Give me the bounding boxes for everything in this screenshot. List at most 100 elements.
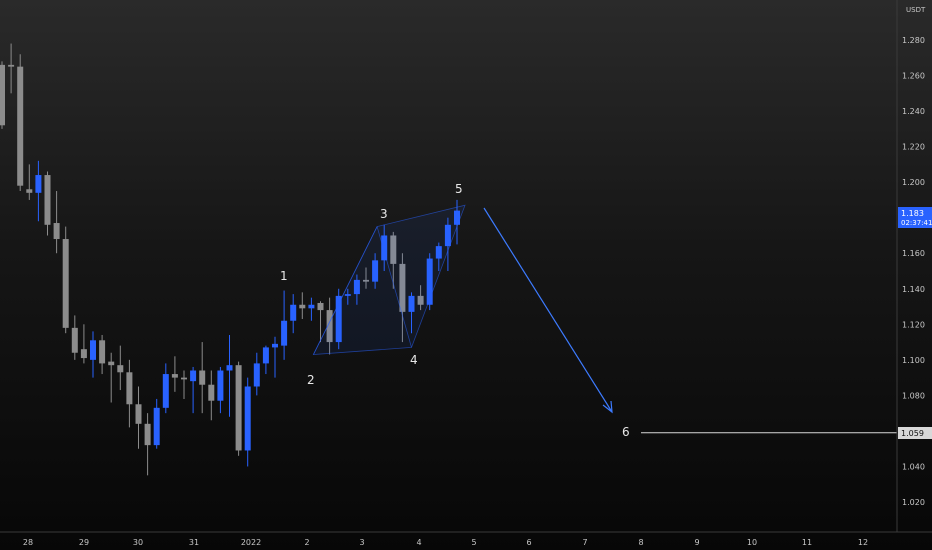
y-tick-label: 1.240 <box>902 107 925 116</box>
level-price-badge: 1.059 <box>898 427 932 439</box>
candle-body <box>144 423 151 446</box>
candle-body <box>162 374 169 408</box>
x-tick-label: 5 <box>471 538 476 547</box>
candle-body <box>244 386 251 451</box>
x-tick-label: 31 <box>189 538 199 547</box>
candle-body <box>381 235 388 261</box>
wave-label-5: 5 <box>455 182 463 196</box>
candle-body <box>435 246 442 259</box>
candle-body <box>262 347 269 364</box>
candle-body <box>17 66 24 186</box>
candle-body <box>8 64 15 67</box>
x-tick-label: 29 <box>79 538 89 547</box>
candle-body <box>62 239 69 328</box>
wave-label-1: 1 <box>280 269 288 283</box>
y-tick-label: 1.120 <box>902 320 925 329</box>
candle-body <box>353 279 360 295</box>
last-price-badge: 1.183 02:37:41 <box>898 207 932 228</box>
candle-body <box>444 224 451 247</box>
x-tick-label: 2 <box>304 538 309 547</box>
price-axis[interactable]: USDT 1.2801.2601.2401.2201.2001.1801.160… <box>896 0 926 532</box>
y-tick-label: 1.220 <box>902 143 925 152</box>
y-tick-label: 1.080 <box>902 391 925 400</box>
wave-label-3: 3 <box>380 207 388 221</box>
candle-body <box>117 365 124 373</box>
currency-label: USDT <box>906 6 926 14</box>
x-tick-label: 4 <box>416 538 421 547</box>
candle-body <box>335 295 342 343</box>
x-tick-label: 10 <box>747 538 757 547</box>
candle-body <box>80 349 87 359</box>
y-tick-label: 1.040 <box>902 462 925 471</box>
candle-body <box>408 295 415 312</box>
x-tick-label: 6 <box>526 538 531 547</box>
level-price-value: 1.059 <box>901 429 924 438</box>
candle-body <box>299 304 306 309</box>
candle-body <box>53 223 60 240</box>
candle-body <box>208 384 215 401</box>
candle-body <box>454 210 460 225</box>
x-tick-label: 7 <box>582 538 587 547</box>
candle-body <box>153 407 160 446</box>
candle-body <box>372 260 379 282</box>
candle-body <box>226 365 233 371</box>
candle-body <box>108 361 115 366</box>
candle-body <box>235 365 242 451</box>
candle-body <box>44 175 51 225</box>
candles-layer <box>0 43 460 476</box>
candle-body <box>126 372 133 405</box>
candle-body <box>0 64 5 126</box>
wave-label-4: 4 <box>410 353 418 367</box>
y-tick-label: 1.100 <box>902 356 925 365</box>
y-tick-label: 1.020 <box>902 498 925 507</box>
candle-body <box>26 189 33 193</box>
countdown-value: 02:37:41 <box>901 219 932 227</box>
x-tick-label: 3 <box>359 538 364 547</box>
y-tick-label: 1.280 <box>902 36 925 45</box>
candle-body <box>363 279 369 282</box>
candle-body <box>317 302 324 311</box>
candle-body <box>417 295 424 305</box>
pattern-diagonal <box>313 226 378 355</box>
x-tick-label: 30 <box>133 538 143 547</box>
x-tick-label: 11 <box>802 538 812 547</box>
candle-body <box>290 304 297 321</box>
wave-pattern <box>312 204 466 355</box>
candle-body <box>190 370 197 382</box>
candle-body <box>272 343 278 348</box>
pattern-polygon <box>312 204 466 355</box>
candle-body <box>199 370 206 385</box>
candle-body <box>326 310 333 343</box>
y-tick-label: 1.260 <box>902 72 925 81</box>
last-price-value: 1.183 <box>901 209 924 218</box>
candle-body <box>253 363 260 387</box>
candle-body <box>344 294 351 296</box>
candle-body <box>99 340 106 364</box>
candle-body <box>426 258 433 305</box>
projection-arrow <box>483 207 613 414</box>
candle-body <box>217 370 224 401</box>
x-tick-label: 2022 <box>241 538 261 547</box>
candle-body <box>171 374 178 378</box>
time-axis[interactable]: 28 29 30 31 2022 2 3 4 5 6 7 8 9 10 11 12 <box>0 531 932 547</box>
candle-body <box>90 340 96 360</box>
candle-body <box>181 377 187 380</box>
x-tick-label: 12 <box>858 538 868 547</box>
y-tick-label: 1.160 <box>902 249 925 258</box>
candle-body <box>281 320 288 346</box>
candle-body <box>308 304 315 309</box>
x-tick-label: 9 <box>694 538 699 547</box>
wave-label-6: 6 <box>622 425 630 439</box>
candle-body <box>35 175 42 193</box>
y-tick-label: 1.200 <box>902 178 925 187</box>
candle-body <box>399 263 406 312</box>
x-tick-label: 8 <box>638 538 643 547</box>
wave-label-2: 2 <box>307 373 315 387</box>
candle-body <box>71 327 78 353</box>
candle-body <box>135 404 142 424</box>
candle-body <box>390 235 397 264</box>
wave-labels: 1 2 3 4 5 6 <box>280 182 630 439</box>
y-tick-label: 1.140 <box>902 285 925 294</box>
x-tick-label: 28 <box>23 538 33 547</box>
